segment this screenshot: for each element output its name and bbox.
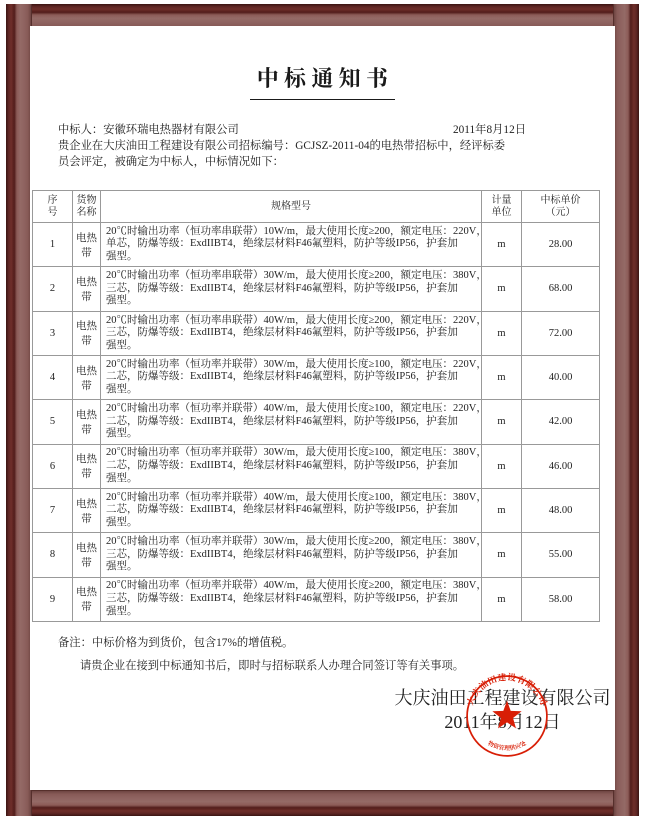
- svg-text:物资管理供应处: 物资管理供应处: [486, 738, 528, 752]
